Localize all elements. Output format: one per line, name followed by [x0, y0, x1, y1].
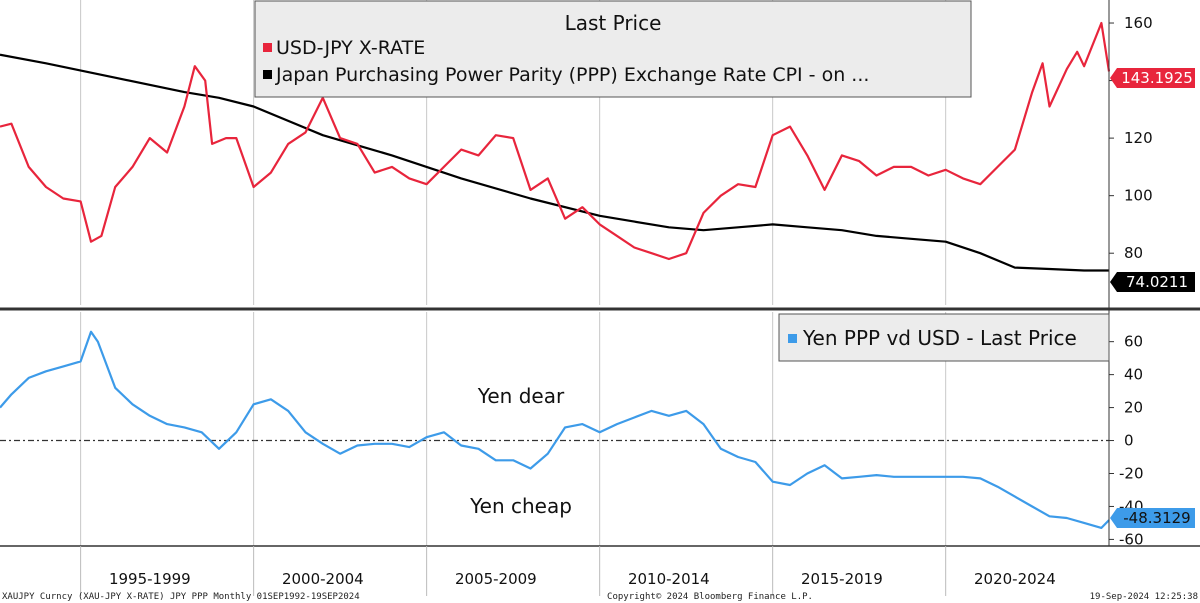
- top-y-tick-label: 120: [1124, 129, 1153, 147]
- series-line-ppp: [0, 53, 1109, 272]
- legend-label-ppp: Japan Purchasing Power Parity (PPP) Exch…: [275, 64, 869, 86]
- footer-timestamp: 19-Sep-2024 12:25:38: [1090, 592, 1198, 602]
- top-legend-title: Last Price: [565, 11, 662, 35]
- annotation-yen-dear: Yen dear: [477, 384, 565, 408]
- legend-swatch-spread: [788, 334, 797, 343]
- bottom-legend: Yen PPP vd USD - Last Price: [778, 313, 1110, 362]
- series-line-spread: [0, 330, 1110, 530]
- last-value-tag-usdjpy: 143.1925: [1110, 68, 1195, 88]
- legend-swatch-usdjpy: [263, 43, 272, 52]
- last-value-usdjpy: 143.1925: [1121, 69, 1193, 87]
- legend-swatch-ppp: [263, 70, 272, 79]
- top-y-tick-label: 100: [1124, 187, 1153, 205]
- bottom-y-tick-label: 60: [1124, 333, 1143, 351]
- top-series-lines: [0, 21, 1111, 272]
- bottom-y-tick-label: -20: [1119, 464, 1144, 482]
- x-tick-label: 1995-1999: [109, 570, 191, 588]
- footer-source: XAUJPY Curncy (XAU-JPY X-RATE) JPY PPP M…: [2, 592, 360, 602]
- bottom-y-tick-label: 0: [1124, 432, 1134, 450]
- bottom-panel: [0, 312, 1110, 546]
- annotation-yen-cheap: Yen cheap: [469, 494, 572, 518]
- top-y-tick-label: 160: [1124, 14, 1153, 32]
- series-line-usdjpy: [0, 21, 1111, 261]
- top-y-axis: 80100120140160: [1109, 14, 1153, 262]
- legend-label-usdjpy: USD-JPY X-RATE: [276, 37, 425, 59]
- last-value-tag-ppp: 74.0211: [1110, 272, 1195, 292]
- last-value-tag-spread: -48.3129: [1110, 508, 1195, 528]
- x-axis: 1995-1999 2000-2004 2005-2009 2010-2014 2015…: [80, 546, 1056, 596]
- x-tick-label: 2015-2019: [801, 570, 883, 588]
- legend-label-spread: Yen PPP vd USD - Last Price: [802, 326, 1077, 350]
- bottom-series-lines: [0, 330, 1110, 530]
- last-value-spread: -48.3129: [1123, 509, 1190, 527]
- bottom-y-tick-label: 20: [1124, 399, 1143, 417]
- last-value-ppp: 74.0211: [1126, 273, 1188, 291]
- x-tick-label: 2010-2014: [628, 570, 710, 588]
- x-tick-label: 2020-2024: [974, 570, 1056, 588]
- top-legend: Last Price USD-JPY X-RATE Japan Purchasi…: [254, 0, 972, 98]
- footer-copyright: Copyright© 2024 Bloomberg Finance L.P.: [607, 592, 813, 602]
- top-y-tick-label: 80: [1124, 244, 1143, 262]
- x-tick-label: 2005-2009: [455, 570, 537, 588]
- x-tick-label: 2000-2004: [282, 570, 364, 588]
- bottom-y-tick-label: -60: [1119, 530, 1144, 548]
- bottom-y-tick-label: 40: [1124, 366, 1143, 384]
